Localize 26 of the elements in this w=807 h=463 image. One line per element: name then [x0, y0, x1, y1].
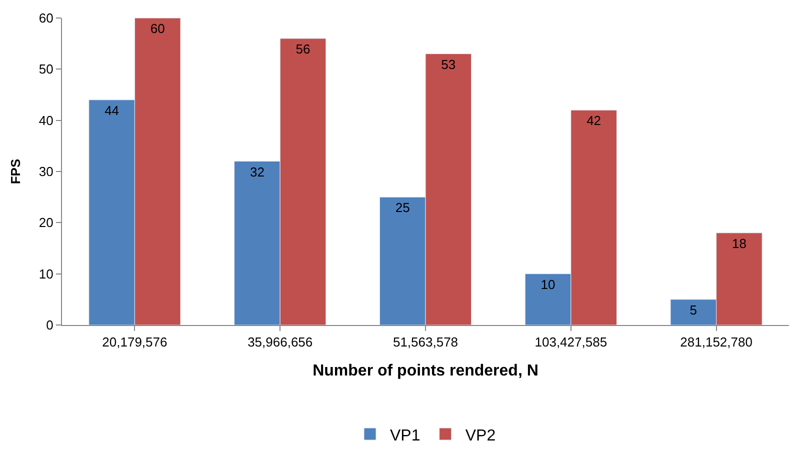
legend-label: VP2 — [465, 427, 496, 444]
data-label: 56 — [296, 41, 310, 56]
x-tick-label: 20,179,576 — [102, 334, 168, 350]
legend-label: VP1 — [390, 427, 420, 444]
data-label: 18 — [732, 236, 746, 251]
y-tick-label: 50 — [38, 62, 54, 77]
y-tick-label: 20 — [38, 215, 54, 230]
y-tick-label: 10 — [38, 266, 54, 282]
x-tick-label: 51,563,578 — [392, 334, 458, 350]
data-label: 44 — [104, 102, 120, 118]
y-tick-label: 0 — [46, 318, 54, 333]
y-axis-title: FPS — [8, 158, 23, 184]
x-tick-label: 103,427,585 — [534, 334, 608, 350]
y-tick-label: 40 — [38, 112, 54, 128]
data-label: 53 — [441, 56, 456, 72]
x-tick-label: 35,966,656 — [248, 334, 313, 350]
x-tick-label: 281,152,780 — [680, 334, 752, 350]
data-label: 32 — [250, 164, 264, 180]
data-label: 60 — [150, 21, 165, 36]
data-label: 5 — [690, 302, 698, 318]
y-tick-label: 60 — [38, 10, 54, 26]
data-label: 25 — [395, 200, 410, 216]
y-tick-label: 30 — [38, 164, 54, 180]
x-axis-title: Number of points rendered, N — [312, 362, 538, 380]
data-label: 10 — [540, 276, 556, 292]
data-label: 42 — [586, 113, 602, 128]
